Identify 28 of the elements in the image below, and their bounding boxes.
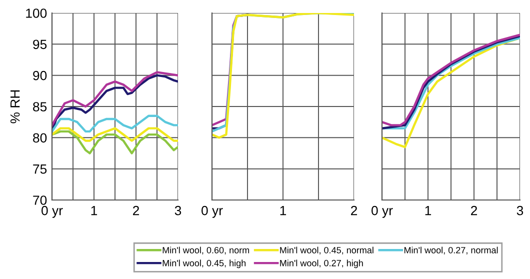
y-tick-label: 85 bbox=[33, 102, 47, 112]
x-tick-label: 0 yr bbox=[202, 206, 223, 218]
x-tick-label: 0 yr bbox=[372, 206, 393, 218]
y-tick-label: 70 bbox=[33, 196, 47, 205]
legend-label: Min'l wool, 0.27, normal bbox=[404, 246, 498, 254]
x-tick-label: 3 bbox=[174, 206, 182, 216]
x-tick-label: 2 bbox=[470, 206, 478, 216]
y-tick-label: 95 bbox=[33, 40, 47, 50]
x-tick-label: 1 bbox=[91, 206, 98, 216]
x-tick-label: 0 yr bbox=[42, 206, 63, 218]
line-series bbox=[52, 114, 178, 133]
y-tick-label: 90 bbox=[33, 70, 47, 80]
line-series bbox=[52, 127, 178, 142]
x-tick-label: 1 bbox=[425, 206, 432, 216]
x-tick-label: 2 bbox=[350, 206, 358, 216]
y-tick-label: 75 bbox=[33, 164, 47, 174]
y-axis-title: % RH bbox=[10, 90, 20, 124]
line-series bbox=[52, 130, 178, 154]
y-tick-label: 100 bbox=[26, 8, 47, 18]
legend-label: Min'l wool, 0.45, normal bbox=[280, 246, 374, 254]
x-tick-label: 2 bbox=[132, 206, 140, 216]
line-series bbox=[52, 71, 178, 126]
y-tick-label: 80 bbox=[33, 133, 47, 143]
x-tick-label: 3 bbox=[516, 206, 524, 216]
legend-label: Min'l wool, 0.27, high bbox=[280, 260, 363, 268]
x-tick-label: 1 bbox=[280, 206, 286, 216]
legend-label: Min'l wool, 0.45, high bbox=[162, 260, 246, 268]
legend-label: Min'l wool, 0.60, norm bbox=[162, 246, 250, 254]
